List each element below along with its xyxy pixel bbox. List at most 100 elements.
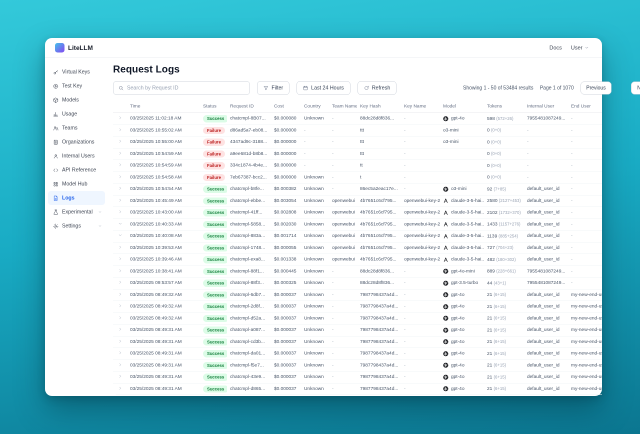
expand-row-button[interactable] [113, 347, 127, 360]
expand-row-button[interactable] [113, 383, 127, 395]
column-header-team-name[interactable]: Team Name [329, 99, 357, 113]
table-row[interactable]: 03/25/2025 08:49:31 AM Success chatcmpl-f5… [113, 359, 602, 372]
sidebar-item-test-key[interactable]: Test Key [48, 79, 105, 93]
table-row[interactable]: 03/25/2025 10:54:59 AM Failure 334c1874-4b… [113, 159, 602, 172]
table-row[interactable]: 03/25/2025 08:49:31 AMSuccesschatcmpl-6e… [113, 394, 602, 396]
sidebar-item-model-hub[interactable]: Model Hub [48, 177, 105, 191]
user-icon [53, 153, 59, 159]
expand-row-button[interactable] [113, 359, 127, 372]
chevron-right-icon [118, 362, 123, 367]
column-header-internal-user[interactable]: Internal User [524, 99, 568, 113]
column-header-key-name[interactable]: Key Name [401, 99, 440, 113]
status-badge: Success [203, 350, 227, 358]
cell-end-user: - [568, 112, 602, 125]
table-row[interactable]: 03/25/2025 08:49:32 AM Success chatcmpl-d5… [113, 312, 602, 325]
expand-row-button[interactable] [113, 336, 127, 348]
expand-row-button[interactable] [113, 171, 127, 184]
sidebar-item-api-reference[interactable]: API Reference [48, 163, 105, 177]
sidebar-item-logs[interactable]: Logs [48, 191, 105, 205]
request-logs-table-container[interactable]: Time Status Request ID Cost Country Team Name… [113, 99, 602, 396]
next-page-button[interactable]: Next [631, 81, 640, 95]
expand-row-button[interactable] [113, 312, 127, 325]
expand-row-button[interactable] [113, 277, 127, 290]
table-row[interactable]: 03/25/2025 10:55:00 AM Failure 4347ad9c-31… [113, 136, 602, 149]
expand-row-button[interactable] [113, 324, 127, 337]
table-row[interactable]: 03/25/2025 08:49:31 AM Success chatcmpl-da… [113, 347, 602, 360]
sidebar-item-virtual-keys[interactable]: Virtual Keys [48, 65, 105, 79]
expand-row-button[interactable] [113, 136, 127, 149]
search-input[interactable]: Search by Request ID [113, 81, 250, 95]
expand-row-button[interactable] [113, 112, 127, 125]
expand-row-button[interactable] [113, 148, 127, 160]
cell-end-user: - [568, 230, 602, 243]
expand-row-button[interactable] [113, 300, 127, 313]
cell-internal-user: default_user_id [524, 253, 568, 266]
table-row[interactable]: 03/25/2025 08:49:31 AM Success chatcmpl-cd… [113, 336, 602, 348]
table-row[interactable]: 03/25/2025 10:39:46 AM Success chatcmpl-ex… [113, 253, 602, 266]
table-row[interactable]: 03/25/2025 09:53:57 AM Success chatcmpl-88… [113, 277, 602, 290]
column-header-cost[interactable]: Cost [271, 99, 301, 113]
expand-row-button[interactable] [113, 124, 127, 137]
table-row[interactable]: 03/25/2025 08:49:31 AM Success chatcmpl-43… [113, 371, 602, 384]
expand-row-button[interactable] [113, 265, 127, 278]
time-range-button[interactable]: Last 24 Hours [296, 81, 351, 95]
expand-row-button[interactable] [113, 289, 127, 301]
column-header-tokens[interactable]: Tokens [484, 99, 524, 113]
table-row[interactable]: 03/25/2025 10:39:53 AM Success chatcmpl-17… [113, 242, 602, 254]
table-row[interactable]: 03/25/2025 10:43:00 AM Success chatcmpl-41… [113, 206, 602, 219]
expand-row-button[interactable] [113, 253, 127, 266]
table-row[interactable]: 03/25/2025 10:40:33 AM Success chatcmpl-58… [113, 218, 602, 231]
cell-request-id: chatcmpl-da01... [227, 347, 271, 360]
table-row[interactable]: 03/25/2025 10:54:59 AM Failure a9ee681d-b8… [113, 148, 602, 160]
column-header-end-user[interactable]: End User [568, 99, 602, 113]
chevron-down-icon [98, 210, 102, 214]
cell-request-id: chatcmpl-6db7... [227, 289, 271, 301]
column-header-request-id[interactable]: Request ID [227, 99, 271, 113]
sidebar-item-teams[interactable]: Teams [48, 121, 105, 135]
sidebar-item-internal-users[interactable]: Internal Users [48, 149, 105, 163]
expand-row-button[interactable] [113, 218, 127, 231]
docs-link[interactable]: Docs [549, 44, 562, 51]
expand-row-button[interactable] [113, 242, 127, 254]
table-row[interactable]: 03/25/2025 08:49:32 AM Success chatcmpl-6d… [113, 289, 602, 301]
expand-row-button[interactable] [113, 371, 127, 384]
litellm-logo-icon [55, 43, 65, 53]
table-row[interactable]: 03/25/2025 10:40:08 AM Success chatcmpl-88… [113, 230, 602, 243]
table-row[interactable]: 03/25/2025 10:54:54 AM Success chatcmpl-b8… [113, 183, 602, 196]
expand-row-button[interactable] [113, 159, 127, 172]
previous-page-button[interactable]: Previous [580, 81, 612, 95]
expand-row-button[interactable] [113, 230, 127, 243]
cell-key-name: openwebui-key-2 [401, 195, 440, 207]
table-row[interactable]: 03/25/2025 08:49:31 AM Success chatcmpl-a0… [113, 324, 602, 337]
table-row[interactable]: 03/25/2025 10:38:41 AM Success chatcmpl-88… [113, 265, 602, 278]
sidebar-item-organizations[interactable]: Organizations [48, 135, 105, 149]
table-row[interactable]: 03/25/2025 10:54:58 AM Failure 7eb67387-bc… [113, 171, 602, 184]
column-header-country[interactable]: Country [301, 99, 329, 113]
status-badge: Success [203, 244, 227, 252]
user-menu[interactable]: User [571, 45, 589, 51]
sidebar-item-usage[interactable]: Usage [48, 107, 105, 121]
cell-end-user: my-new-end-user-1 [568, 324, 602, 337]
filter-button[interactable]: Filter [257, 81, 290, 95]
column-header-time[interactable]: Time [127, 99, 200, 113]
refresh-button[interactable]: Refresh [357, 81, 397, 95]
expand-row-button[interactable] [113, 183, 127, 196]
cell-team-name: - [329, 265, 357, 278]
table-row[interactable]: 03/25/2025 10:55:02 AM Failure d86ad5a7-eb… [113, 124, 602, 137]
sidebar-item-experimental[interactable]: Experimental [48, 205, 105, 219]
table-row[interactable]: 03/25/2025 08:49:32 AM Success chatcmpl-2d… [113, 300, 602, 313]
cell-request-id: chatcmpl-f5e7... [227, 359, 271, 372]
column-header-key-hash[interactable]: Key Hash [357, 99, 401, 113]
expand-row-button[interactable] [113, 206, 127, 219]
table-row[interactable]: 03/25/2025 11:02:18 AM Success chatcmpl-8B… [113, 112, 602, 125]
cell-tokens: 0 (0+0) [484, 159, 524, 172]
expand-row-button[interactable] [113, 195, 127, 207]
table-row[interactable]: 03/25/2025 08:49:31 AM Success chatcmpl-d8… [113, 383, 602, 395]
sidebar-item-settings[interactable]: Settings [48, 219, 105, 233]
column-header-status[interactable]: Status [200, 99, 227, 113]
expand-row-button[interactable] [113, 394, 127, 396]
table-row[interactable]: 03/25/2025 10:45:49 AM Success chatcmpl-eb… [113, 195, 602, 207]
column-header-model[interactable]: Model [440, 99, 484, 113]
sidebar-item-models[interactable]: Models [48, 93, 105, 107]
cell-time: 03/25/2025 08:49:31 AM [127, 371, 200, 384]
